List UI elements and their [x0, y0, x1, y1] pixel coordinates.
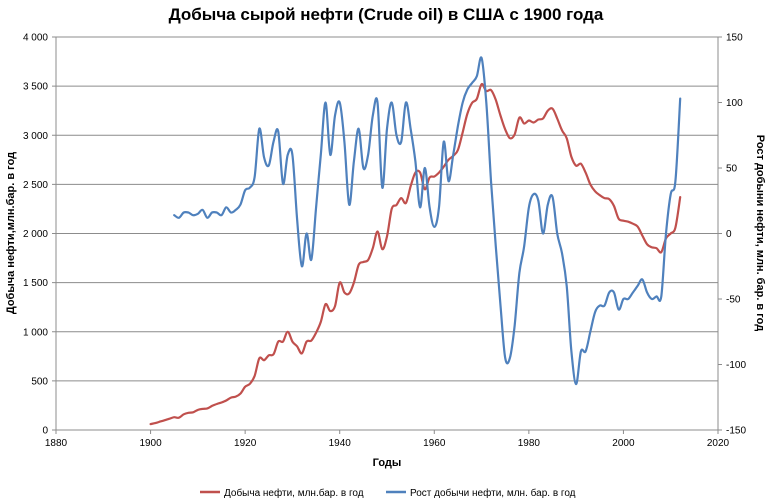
y-right-tick-label: -150: [726, 426, 746, 437]
x-tick-label: 1920: [234, 438, 257, 449]
legend-label-growth: Рост добычи нефти, млн. бар. в год: [410, 487, 576, 499]
y-left-axis-title: Добыча нефти,млн.бар. в год: [5, 152, 17, 314]
chart-title: Добыча сырой нефти (Crude oil) в США с 1…: [169, 5, 604, 24]
x-tick-label: 1960: [423, 438, 446, 449]
y-left-tick-label: 1 500: [23, 278, 48, 289]
legend-label-production: Добыча нефти, млн.бар. в год: [224, 487, 364, 499]
y-right-tick-label: 0: [726, 229, 732, 240]
x-tick-label: 1900: [139, 438, 162, 449]
y-right-tick-label: 150: [726, 33, 743, 44]
y-left-tick-label: 1 000: [23, 327, 48, 338]
legend: Добыча нефти, млн.бар. в год Рост добычи…: [200, 487, 576, 499]
x-tick-label: 1940: [329, 438, 352, 449]
y-left-tick-label: 2 500: [23, 180, 48, 191]
y-left-tick-label: 0: [42, 426, 48, 437]
x-tick-label: 1880: [45, 438, 68, 449]
y-left-tick-label: 3 000: [23, 131, 48, 142]
series-line-production-growth: [173, 56, 682, 386]
x-tick-label: 2000: [612, 438, 635, 449]
gridlines: [56, 36, 718, 382]
y-right-tick-label: -100: [726, 360, 746, 371]
x-tick-label: 1980: [518, 438, 541, 449]
y-right-tick-label: 100: [726, 98, 743, 109]
y-right-tick-label: -50: [726, 295, 741, 306]
y-right-tick-label: 50: [726, 164, 738, 175]
y-left-tick-label: 4 000: [23, 33, 48, 44]
y-left-tick-label: 3 500: [23, 82, 48, 93]
y-left-tick-label: 2 000: [23, 229, 48, 240]
x-axis-title: Годы: [373, 457, 402, 469]
y-left-tick-label: 500: [31, 376, 48, 387]
y-right-axis-title: Рост добыни нефти, млн. бар. в год: [754, 135, 766, 332]
x-tick-label: 2020: [707, 438, 730, 449]
series-lines: [149, 56, 682, 426]
